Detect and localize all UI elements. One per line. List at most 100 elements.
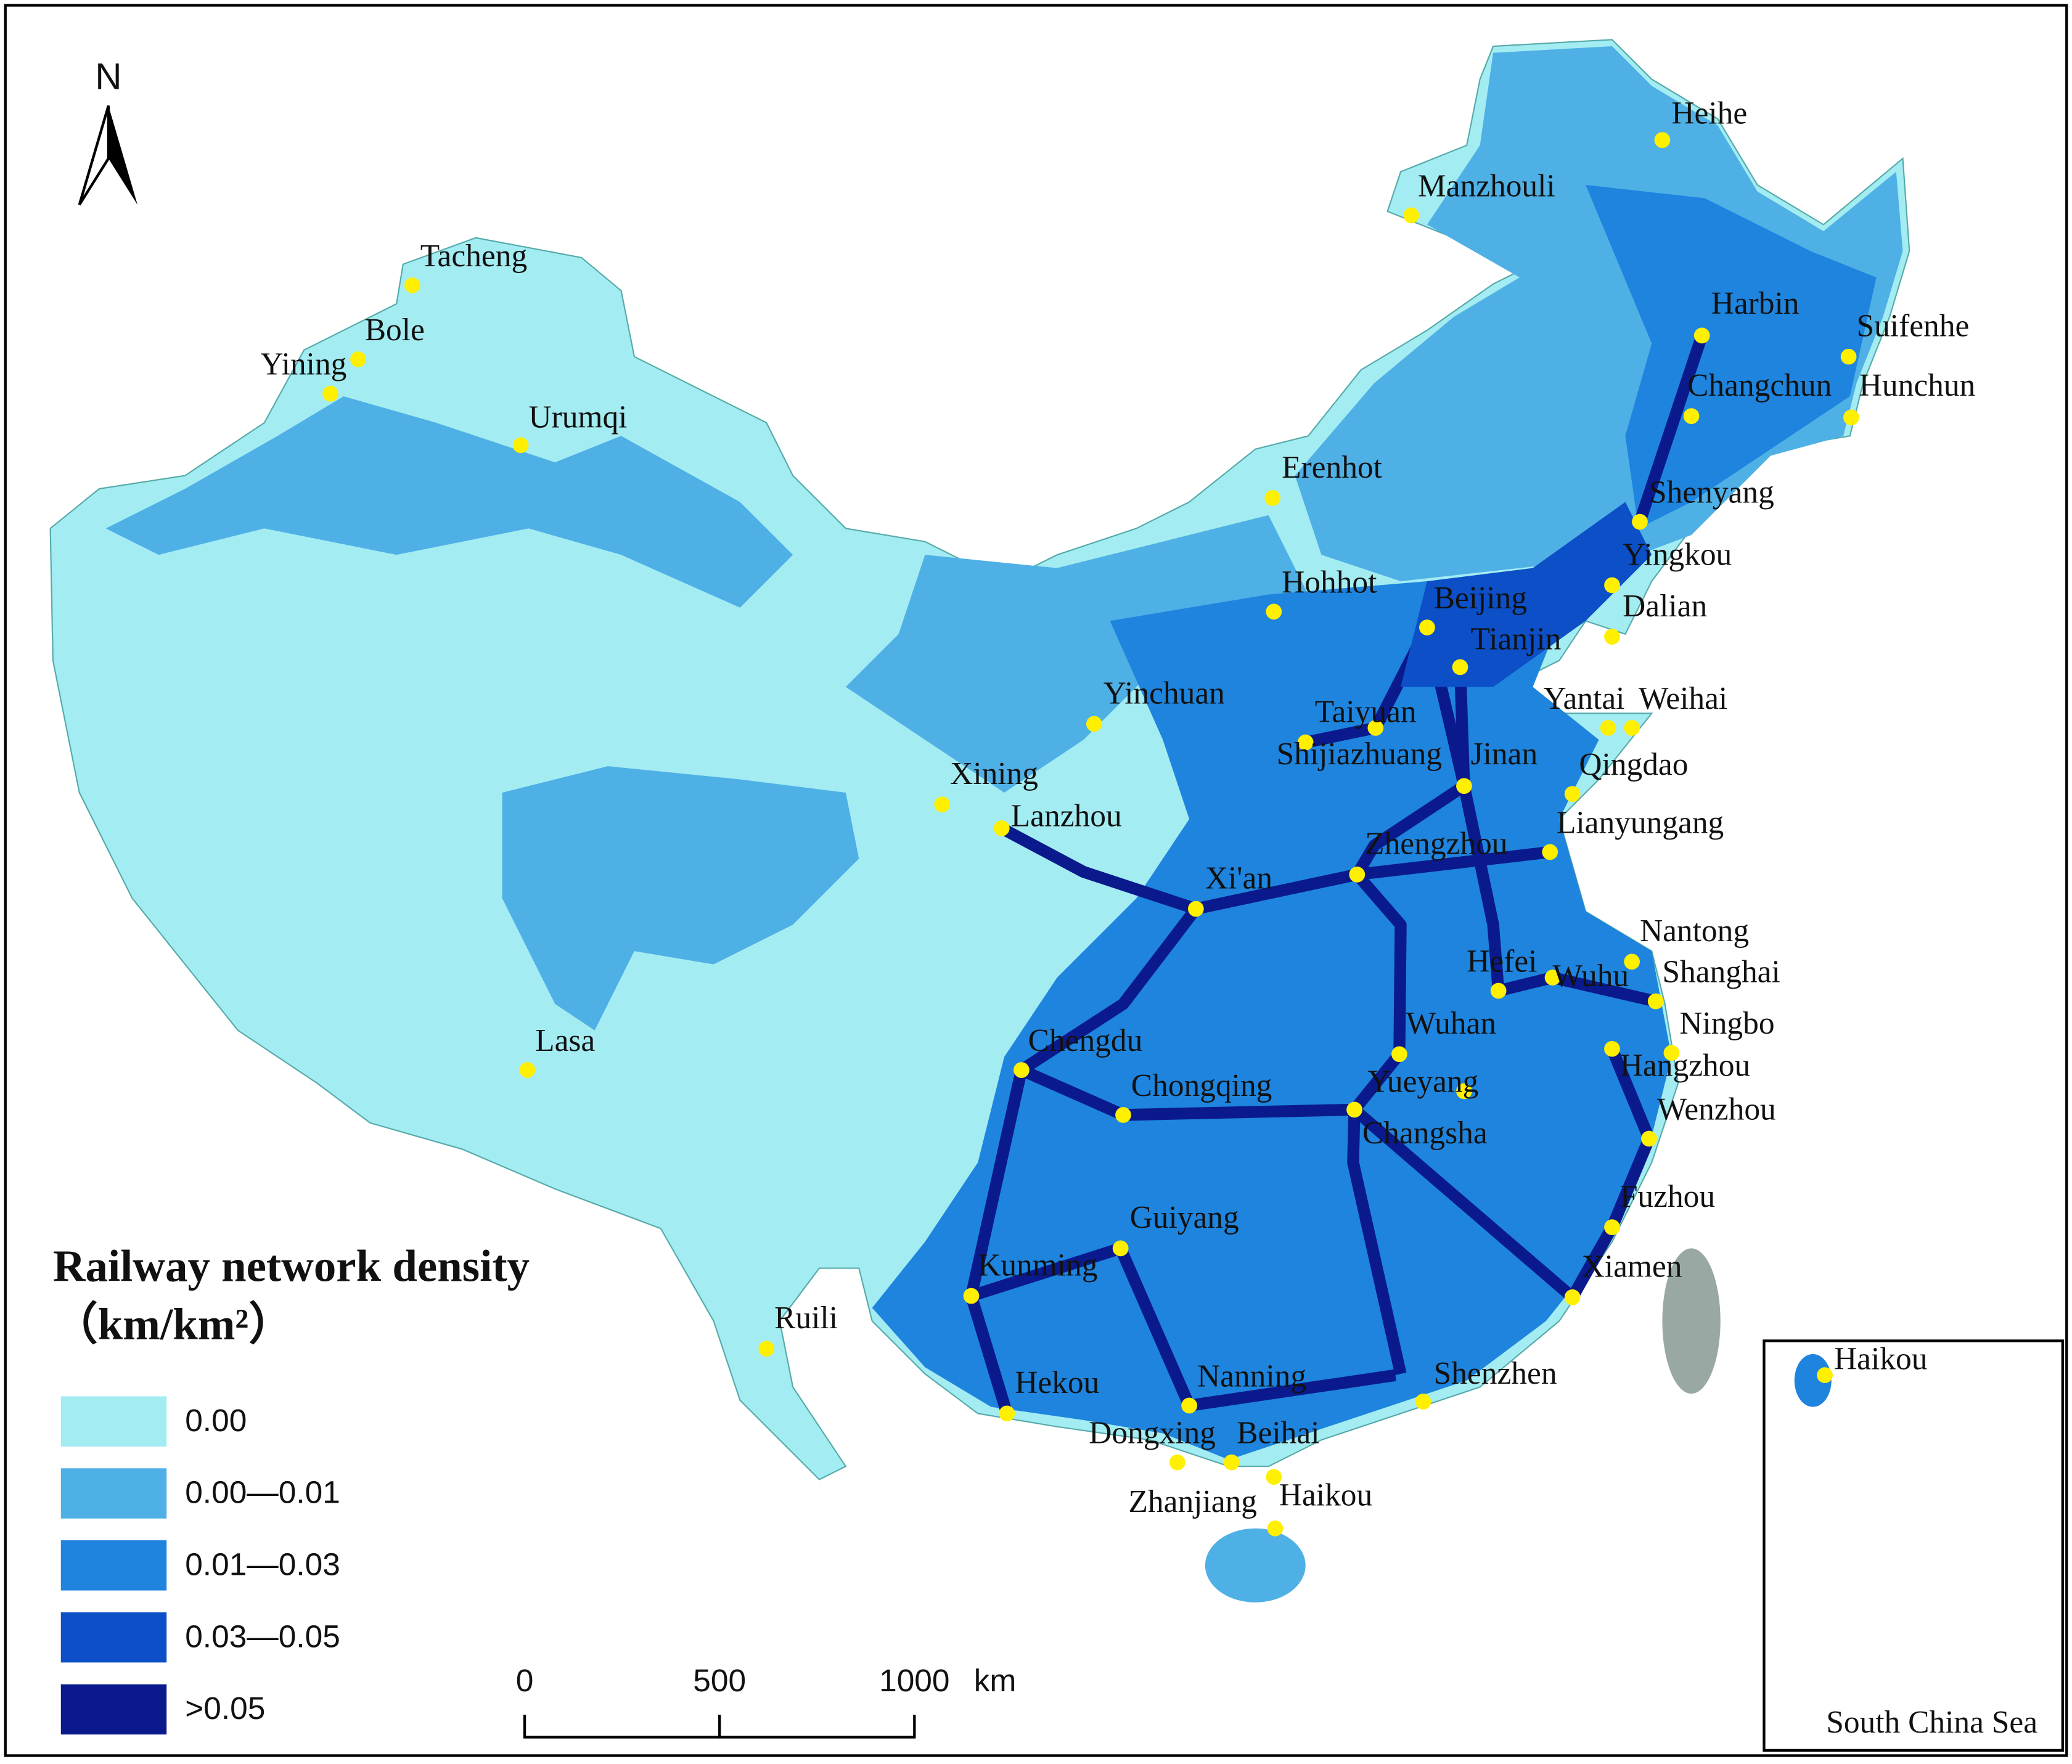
north-label: N [95, 55, 121, 97]
city-label: Beihai [1237, 1416, 1319, 1451]
city-label: Yingkou [1623, 537, 1732, 572]
inset-frame [1763, 1339, 2064, 1752]
city-dot [1266, 603, 1282, 620]
city-label: Chongqing [1131, 1068, 1272, 1103]
scale-tick-label: 1000 [879, 1662, 949, 1698]
city-dot [1013, 1062, 1030, 1078]
city-label: Manzhouli [1418, 168, 1555, 203]
city-label: Urumqi [528, 399, 627, 435]
city-dot [1542, 844, 1558, 860]
legend-label: 0.03—0.05 [185, 1618, 340, 1654]
cities: Heihe Manzhouli Tacheng Bole Yining Urumqi Har… [260, 96, 1976, 1537]
city-label: Beijing [1434, 581, 1527, 616]
city-dot [1683, 408, 1700, 424]
city-label: Taiyuan [1315, 694, 1417, 729]
city-dot [350, 351, 366, 367]
city-dot [1604, 577, 1620, 594]
city-dot [1223, 1454, 1240, 1471]
city-label: Ningbo [1679, 1006, 1774, 1041]
scale-tick-label: 0 [516, 1662, 534, 1698]
scale-unit: km [974, 1662, 1017, 1698]
city-label: Hangzhou [1620, 1048, 1750, 1084]
inset-city-label: Haikou [1834, 1342, 1927, 1377]
legend-label: 0.00—0.01 [185, 1474, 340, 1510]
city-label: Shanghai [1662, 955, 1780, 990]
legend-swatch [60, 1684, 167, 1735]
city-label: Zhengzhou [1365, 827, 1507, 862]
legend-label: >0.05 [185, 1690, 265, 1726]
legend-unit: （km/km²） [53, 1299, 293, 1349]
city-label: Changsha [1362, 1116, 1488, 1151]
city-label: Weihai [1639, 681, 1727, 716]
city-dot [404, 277, 420, 293]
city-dot [1490, 982, 1507, 999]
city-label: Erenhot [1282, 450, 1382, 485]
city-label: Hohhot [1282, 565, 1377, 600]
city-dot [1641, 1130, 1657, 1147]
city-dot [1267, 1520, 1284, 1537]
city-label: Yining [260, 347, 346, 382]
scale-bar: 0 500 1000 km [516, 1662, 1017, 1739]
city-dot [1419, 619, 1435, 635]
city-label: Changchun [1687, 368, 1832, 403]
city-dot [1564, 1289, 1581, 1305]
city-label: Chengdu [1028, 1023, 1143, 1058]
city-dot [1367, 720, 1384, 736]
legend-swatch [60, 1540, 167, 1591]
city-dot [1391, 1046, 1407, 1063]
city-dot [1840, 348, 1857, 365]
city-dot [1654, 132, 1671, 149]
city-label: Tacheng [420, 239, 527, 274]
city-dot [1403, 207, 1420, 224]
city-dot [1647, 993, 1664, 1010]
legend-swatch [60, 1396, 167, 1447]
city-label: Haikou [1279, 1477, 1372, 1513]
city-label: Yinchuan [1104, 676, 1225, 711]
legend-swatch [60, 1468, 167, 1519]
city-dot [1624, 953, 1640, 970]
city-label: Harbin [1711, 286, 1800, 321]
city-label: Shenyang [1649, 475, 1774, 510]
city-dot [1086, 716, 1102, 732]
city-dot [1544, 970, 1561, 986]
city-dot [993, 820, 1010, 836]
city-dot [1600, 720, 1616, 736]
city-dot [1456, 778, 1472, 794]
city-label: Wenzhou [1657, 1092, 1776, 1127]
city-dot [1297, 734, 1314, 751]
city-label: Hefei [1467, 944, 1537, 979]
city-label: Dalian [1623, 589, 1707, 624]
city-dot [1349, 866, 1366, 883]
city-label: Fuzhou [1620, 1179, 1715, 1214]
inset-city-dot [1817, 1367, 1833, 1384]
city-label: Hunchun [1859, 368, 1976, 403]
city-label: Ruili [774, 1301, 838, 1336]
city-label: Xi'an [1205, 860, 1272, 896]
city-label: Kunming [978, 1247, 1097, 1283]
legend-title: Railway network density [53, 1241, 530, 1291]
legend: Railway network density （km/km²） 0.00 0.0… [53, 1241, 530, 1735]
city-label: Bole [365, 312, 425, 348]
city-dot [1604, 1219, 1620, 1235]
inset-label: South China Sea [1826, 1705, 2037, 1740]
city-dot [1346, 1101, 1362, 1118]
city-label: Hekou [1015, 1365, 1099, 1400]
city-label: Yantai [1544, 681, 1625, 716]
city-label: Guiyang [1130, 1200, 1239, 1235]
city-dot [1415, 1394, 1431, 1410]
city-label: Tianjin [1471, 621, 1562, 656]
city-label: Lianyungang [1557, 805, 1724, 840]
city-label: Jinan [1471, 737, 1538, 772]
city-label: Nantong [1640, 913, 1749, 949]
city-dot [1264, 490, 1281, 506]
city-dot [1266, 1469, 1282, 1485]
city-label: Nanning [1197, 1358, 1306, 1394]
legend-label: 0.01—0.03 [185, 1546, 340, 1582]
city-label: Wuhan [1406, 1006, 1496, 1041]
city-label: Shenzhen [1434, 1356, 1557, 1391]
city-dot [1663, 1045, 1680, 1061]
city-dot [322, 385, 338, 402]
city-dot [519, 1062, 536, 1078]
city-dot [999, 1405, 1015, 1422]
